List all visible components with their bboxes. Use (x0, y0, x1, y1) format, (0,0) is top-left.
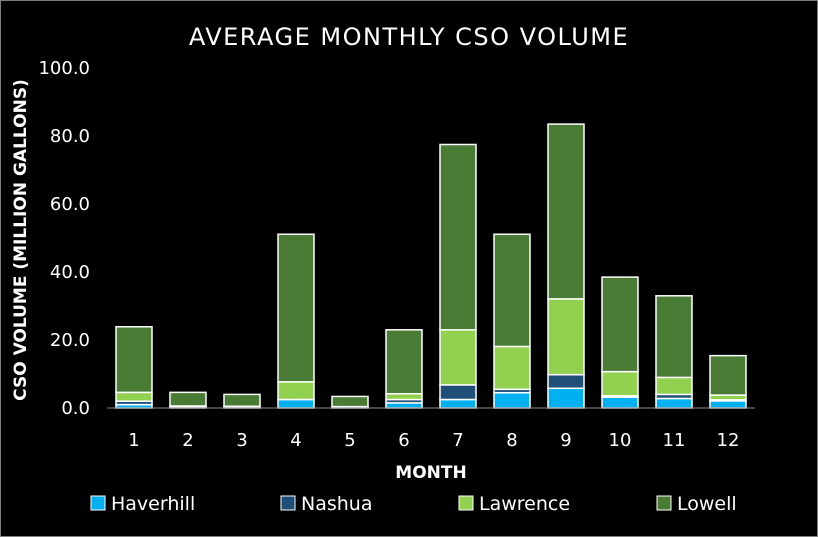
x-tick-label: 6 (398, 430, 409, 451)
y-tick-label: 0.0 (61, 398, 90, 419)
x-tick-label: 12 (717, 430, 740, 451)
bar-segment-lawrence-month-1 (115, 391, 153, 402)
bar-segment-haverhill-month-12 (709, 400, 747, 409)
y-tick-label: 20.0 (50, 330, 90, 351)
y-tick-label: 40.0 (50, 262, 90, 283)
x-tick-label: 8 (506, 430, 517, 451)
y-tick-label: 60.0 (50, 194, 90, 215)
bar-segment-haverhill-month-6 (385, 402, 423, 409)
x-tick-label: 11 (663, 430, 686, 451)
bar-segment-lawrence-month-4 (277, 381, 315, 401)
bar-segment-nashua-month-9 (547, 373, 585, 390)
x-tick-label: 1 (128, 430, 139, 451)
bar-segment-lowell-month-9 (547, 123, 585, 300)
bar-segment-lowell-month-11 (655, 295, 693, 379)
bar-segment-lowell-month-2 (169, 391, 207, 407)
bar-segment-haverhill-month-7 (439, 398, 477, 409)
x-tick-label: 5 (344, 430, 355, 451)
legend-label-lawrence: Lawrence (479, 493, 570, 515)
bar-segment-lowell-month-6 (385, 329, 423, 395)
legend-label-nashua: Nashua (301, 493, 372, 515)
bar-segment-haverhill-month-4 (277, 398, 315, 409)
legend-swatch-lawrence (458, 495, 474, 511)
legend-label-lowell: Lowell (677, 493, 737, 515)
bar-segment-lawrence-month-7 (439, 329, 477, 386)
x-tick-label: 10 (609, 430, 632, 451)
bar-segment-lowell-month-5 (331, 395, 369, 408)
bar-segment-nashua-month-7 (439, 384, 477, 401)
bar-segment-haverhill-month-10 (601, 396, 639, 409)
bar-segment-lowell-month-8 (493, 233, 531, 348)
x-tick-label: 7 (452, 430, 463, 451)
x-tick-label: 4 (290, 430, 301, 451)
legend: Haverhill Nashua Lawrence Lowell (90, 493, 737, 515)
y-axis-ticks: 0.0 20.0 40.0 60.0 80.0 100.0 (38, 58, 90, 419)
legend-swatch-lowell (656, 495, 672, 511)
bar-segment-haverhill-month-8 (493, 391, 531, 409)
bar-segment-lawrence-month-6 (385, 392, 423, 401)
bar-segment-lawrence-month-8 (493, 345, 531, 391)
x-axis-ticks: 1 2 3 4 5 6 7 8 9 10 11 12 (128, 430, 739, 451)
bar-segment-lowell-month-3 (223, 393, 261, 408)
bar-segment-lowell-month-1 (115, 325, 153, 394)
bar-segment-lawrence-month-10 (601, 370, 639, 397)
legend-swatch-nashua (280, 495, 296, 511)
x-axis-title: MONTH (395, 463, 466, 483)
legend-label-haverhill: Haverhill (111, 493, 195, 515)
x-tick-label: 9 (560, 430, 571, 451)
y-tick-label: 80.0 (50, 126, 90, 147)
bars (115, 123, 747, 409)
x-tick-label: 3 (236, 430, 247, 451)
bar-segment-lowell-month-10 (601, 276, 639, 373)
bar-segment-lowell-month-4 (277, 233, 315, 383)
chart-title: AVERAGE MONTHLY CSO VOLUME (189, 23, 629, 51)
y-axis-title: CSO VOLUME (MILLION GALLONS) (11, 79, 31, 401)
bar-segment-lawrence-month-9 (547, 298, 585, 376)
bar-segment-lawrence-month-11 (655, 376, 693, 396)
x-tick-label: 2 (182, 430, 193, 451)
legend-swatch-haverhill (90, 495, 106, 511)
y-tick-label: 100.0 (38, 58, 90, 79)
bar-segment-haverhill-month-9 (547, 387, 585, 409)
bar-segment-lowell-month-7 (439, 143, 477, 331)
bar-segment-haverhill-month-11 (655, 397, 693, 409)
bar-segment-lowell-month-12 (709, 354, 747, 396)
